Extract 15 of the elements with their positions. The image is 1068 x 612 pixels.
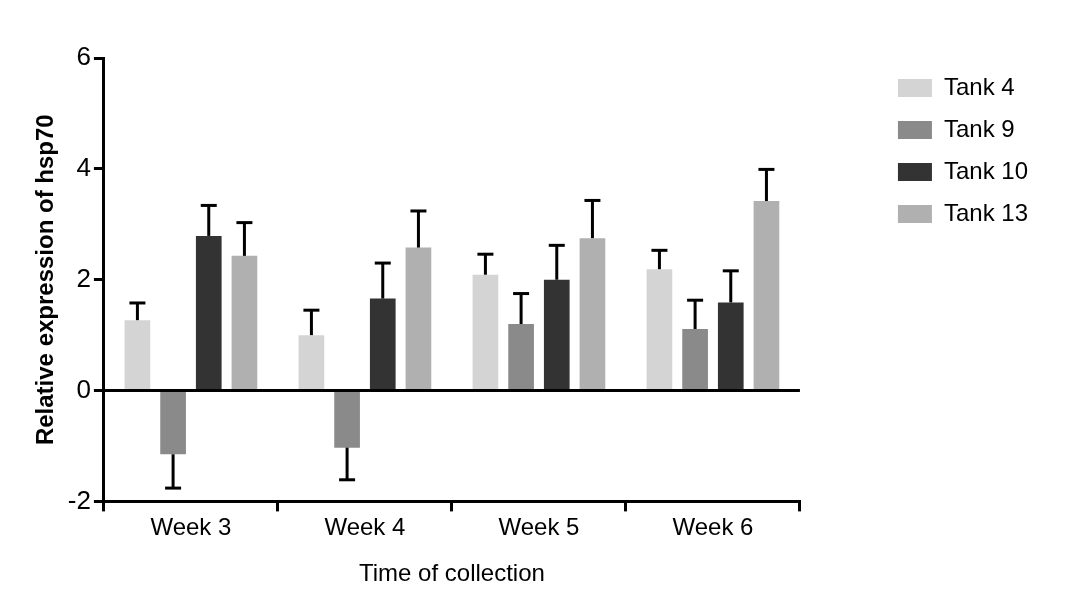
legend-label: Tank 4 xyxy=(943,72,1015,100)
y-tick-label: 0 xyxy=(76,373,91,404)
x-tick-label: Week 4 xyxy=(324,513,406,541)
y-axis-title: Relative expression of hsp70 xyxy=(31,114,59,446)
legend-label: Tank 9 xyxy=(943,114,1015,142)
legend-label: Tank 13 xyxy=(943,198,1028,226)
y-tick-label: 6 xyxy=(76,41,91,72)
y-tick-label: -2 xyxy=(67,484,91,515)
x-tick-label: Week 5 xyxy=(498,513,580,541)
y-tick-label: 2 xyxy=(76,262,91,293)
x-tick-label: Week 3 xyxy=(150,513,232,541)
legend-label: Tank 10 xyxy=(943,156,1028,184)
x-axis-title: Time of collection xyxy=(359,559,545,587)
y-tick-label: 4 xyxy=(76,152,91,183)
x-tick-label: Week 6 xyxy=(672,513,754,541)
